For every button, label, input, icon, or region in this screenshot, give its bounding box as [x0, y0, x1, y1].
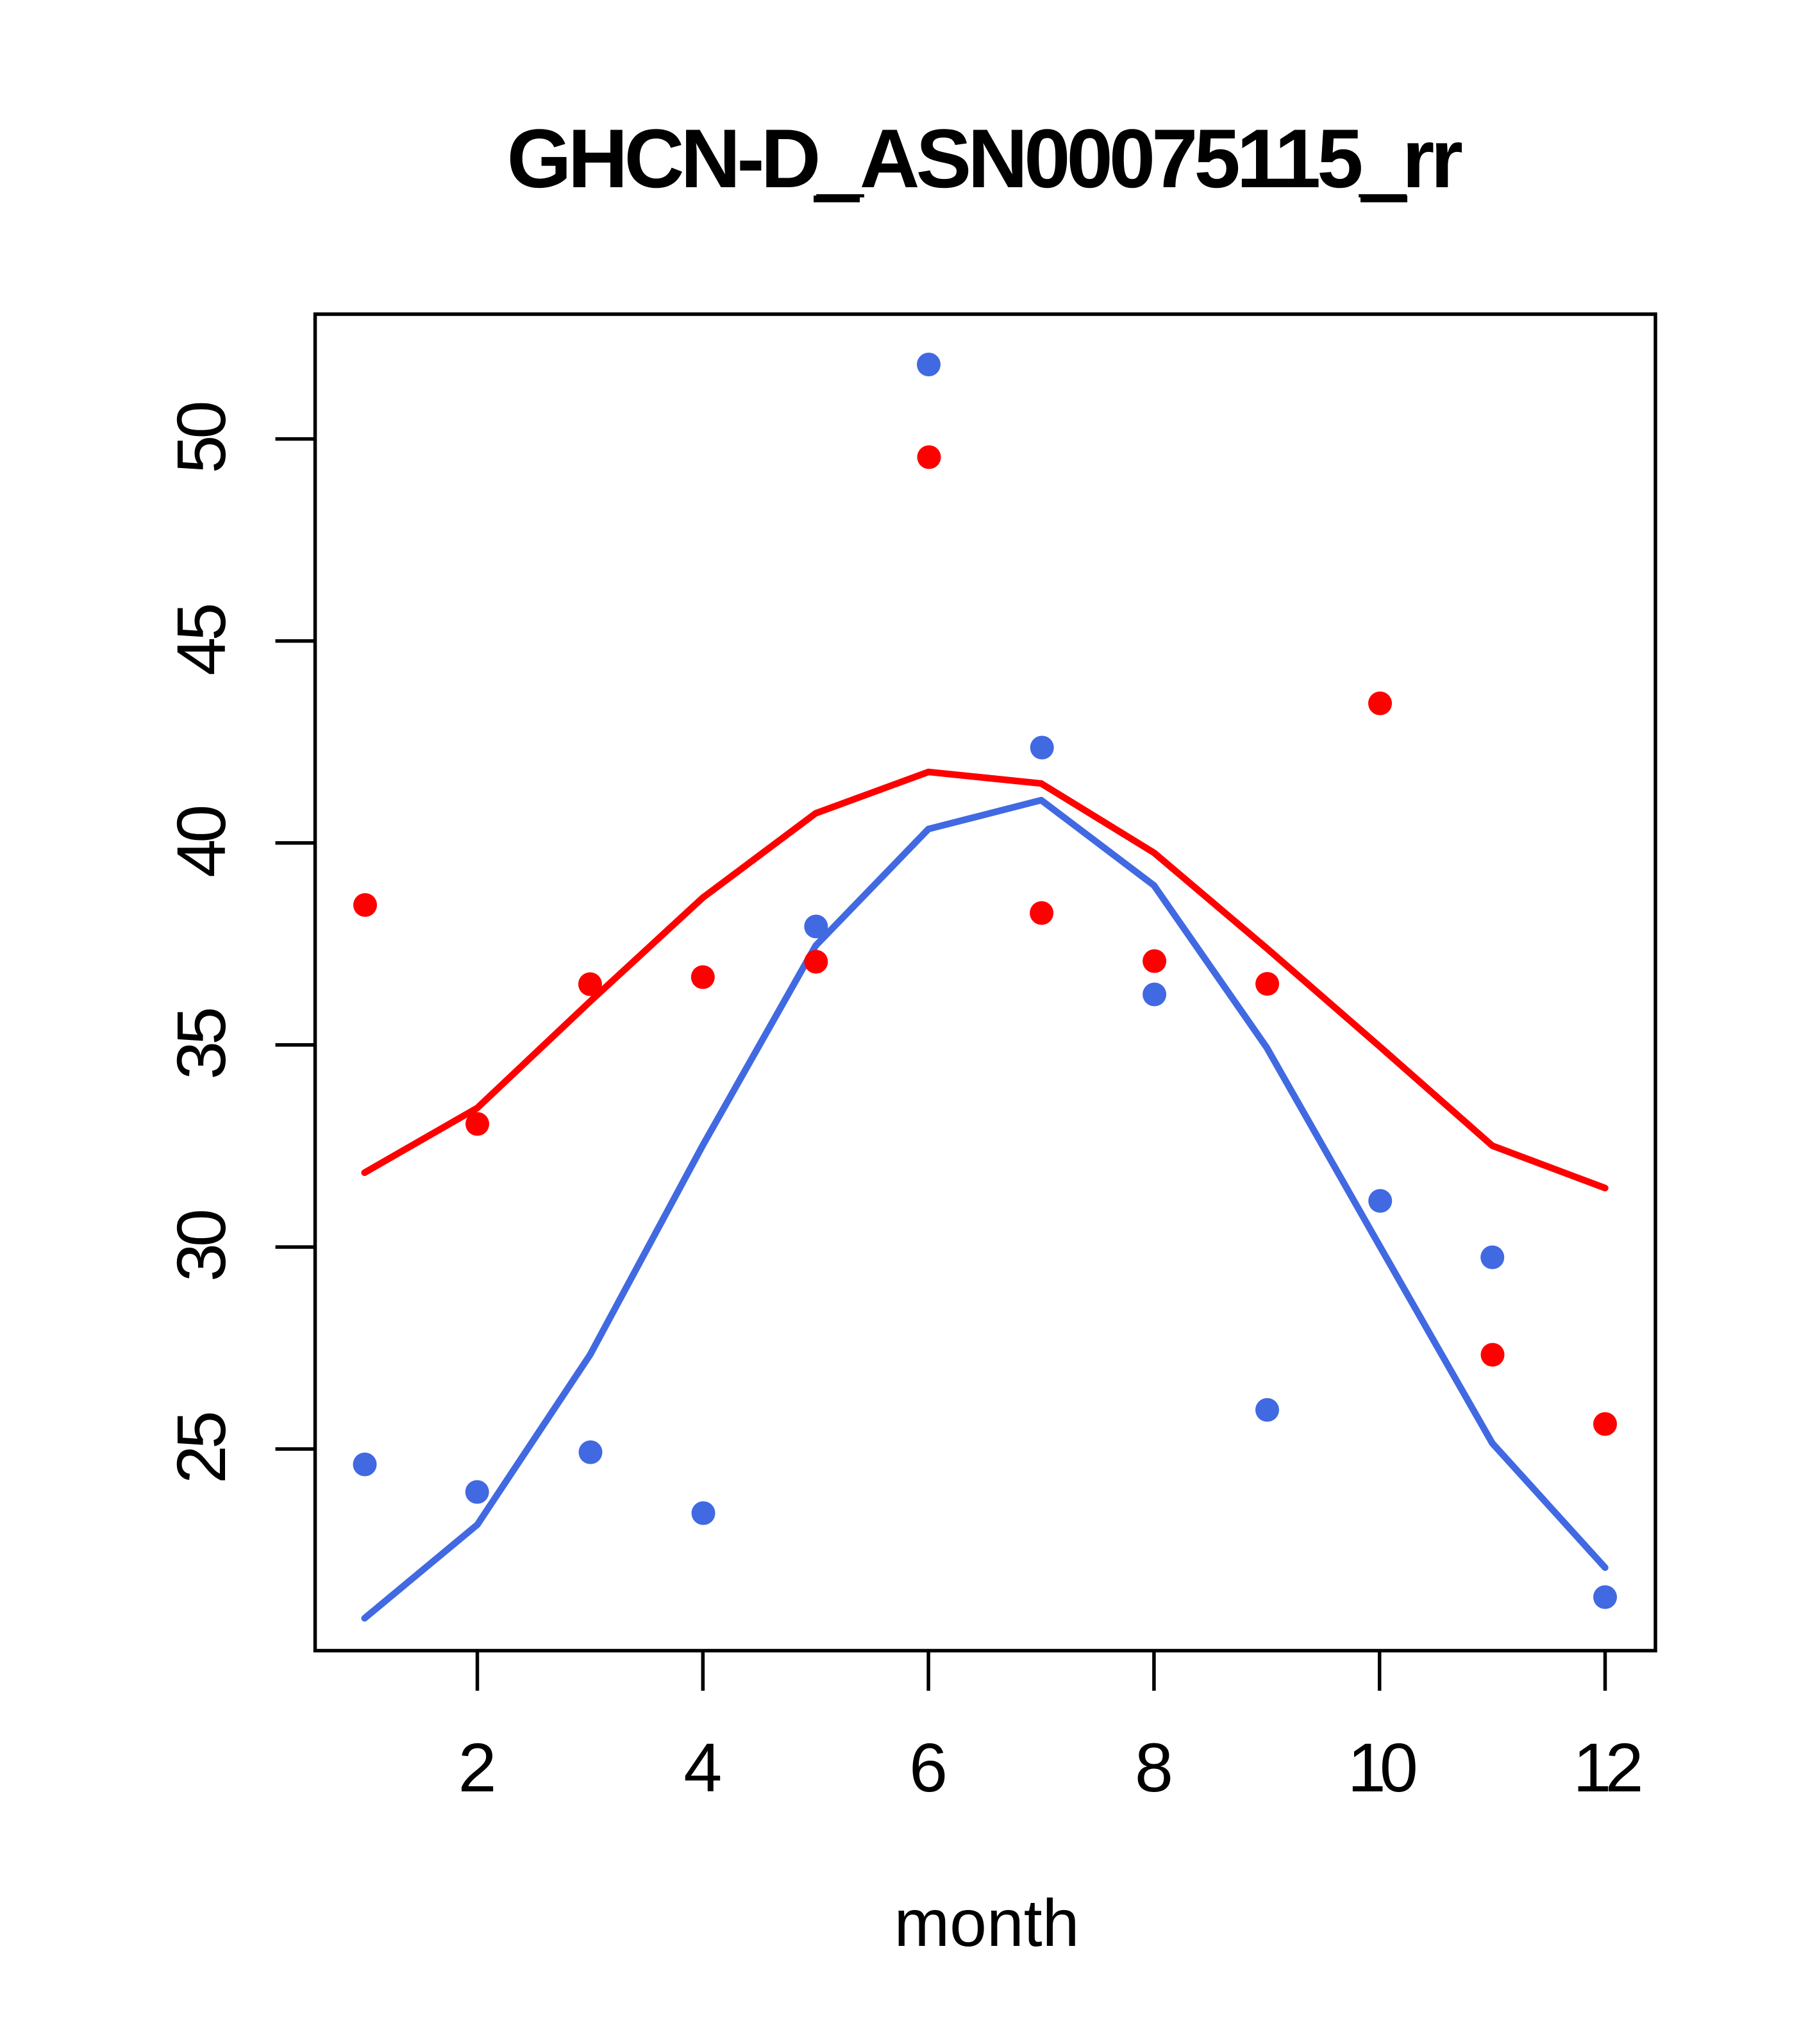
svg-text:6: 6 [909, 1729, 948, 1806]
svg-text:50: 50 [162, 403, 240, 474]
svg-text:GHCN-D_ASN00075115_rr: GHCN-D_ASN00075115_rr [507, 112, 1462, 205]
svg-text:10: 10 [1348, 1729, 1416, 1806]
svg-text:8: 8 [1135, 1729, 1173, 1806]
svg-text:45: 45 [162, 605, 240, 676]
svg-text:40: 40 [162, 807, 240, 878]
svg-text:2: 2 [458, 1729, 496, 1806]
svg-text:30: 30 [162, 1211, 240, 1282]
svg-text:35: 35 [162, 1009, 240, 1080]
svg-text:12: 12 [1573, 1729, 1640, 1806]
svg-text:4: 4 [683, 1729, 722, 1806]
svg-text:month: month [894, 1886, 1079, 1961]
svg-text:25: 25 [162, 1413, 240, 1484]
